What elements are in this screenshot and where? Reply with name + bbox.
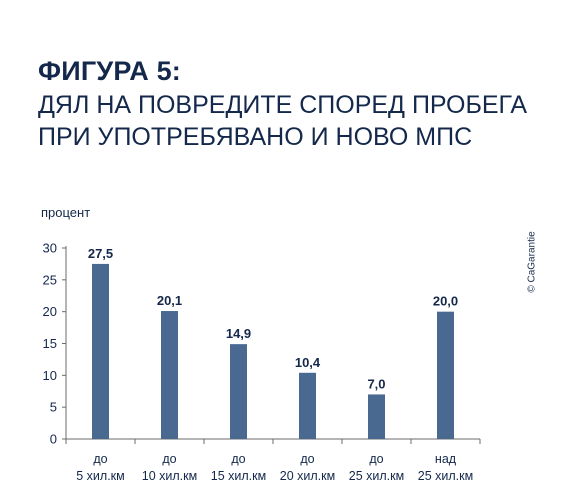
x-tick-label: 25 хил.км xyxy=(349,469,404,483)
bar xyxy=(437,311,454,439)
x-tick-label: до xyxy=(300,452,314,466)
y-tick-label: 15 xyxy=(43,336,57,351)
y-tick-label: 10 xyxy=(43,368,57,383)
data-label: 14,9 xyxy=(226,326,251,341)
data-label: 10,4 xyxy=(295,355,321,370)
x-tick-label: до xyxy=(93,452,107,466)
data-label: 20,0 xyxy=(433,294,458,309)
x-tick-label: 10 хил.км xyxy=(142,469,197,483)
figure-label: ФИГУРА 5: xyxy=(38,56,181,86)
bar xyxy=(92,263,109,439)
x-tick-label: до xyxy=(162,452,176,466)
x-tick-label: до xyxy=(231,452,245,466)
y-tick-label: 20 xyxy=(43,304,57,319)
x-tick-label: 20 хил.км xyxy=(280,469,335,483)
data-label: 20,1 xyxy=(157,293,182,308)
x-tick-label: 15 хил.км xyxy=(211,469,266,483)
x-tick-label: над xyxy=(435,452,457,466)
data-label: 27,5 xyxy=(88,246,113,261)
y-tick-label: 5 xyxy=(50,400,57,415)
bar xyxy=(161,311,178,439)
title-block: ФИГУРА 5: ДЯЛ НА ПОВРЕДИТЕ СПОРЕД ПРОБЕГ… xyxy=(38,56,563,153)
x-tick-label: 25 хил.км xyxy=(418,469,473,483)
x-tick-label: до xyxy=(369,452,383,466)
x-tick-label: 5 хил.км xyxy=(76,469,125,483)
figure-title: ДЯЛ НА ПОВРЕДИТЕ СПОРЕД ПРОБЕГА ПРИ УПОТ… xyxy=(38,91,528,151)
y-tick-label: 0 xyxy=(50,432,57,447)
y-tick-label: 30 xyxy=(43,241,57,256)
data-label: 7,0 xyxy=(367,376,385,391)
bar xyxy=(230,344,247,439)
bar xyxy=(368,394,385,439)
bar xyxy=(299,372,316,439)
y-axis-label: процент xyxy=(41,205,90,220)
copyright-notice: © CaGarantie xyxy=(526,231,538,293)
y-tick-label: 25 xyxy=(43,272,57,287)
